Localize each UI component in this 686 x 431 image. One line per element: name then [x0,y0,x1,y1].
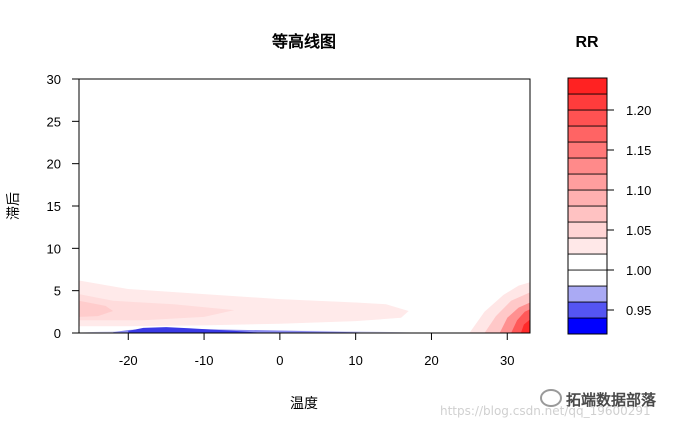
x-tick-label: 10 [348,353,362,368]
x-tick-label: 20 [424,353,438,368]
legend-tick-label: 1.10 [626,183,651,198]
legend-color-band [567,125,608,143]
legend-tick-label: 0.95 [626,303,651,318]
legend-color-band [567,157,608,175]
legend-border [567,77,608,335]
y-tick-label: 30 [47,72,61,87]
legend-color-band [567,77,608,95]
legend-color-band [567,109,608,127]
y-tick-label: 15 [47,199,61,214]
contour-region-heat-high-rr-10 [520,319,530,333]
legend-color-band [567,93,608,111]
contour-region-cold-high-rr-5 [79,300,114,317]
legend-color-band [567,317,608,335]
legend-color-band [567,173,608,191]
watermark-brand: 拓端数据部落 [540,389,656,410]
x-axis: -20 -10 0 10 20 30 [119,332,514,368]
legend-tick-label: 1.15 [626,143,651,158]
contour-fill-layer [79,280,530,333]
legend-tick-label: 1.00 [626,263,651,278]
legend-tick-label: 1.20 [626,103,651,118]
x-tick-label: 30 [500,353,514,368]
legend-color-band [567,205,608,223]
x-axis-label: 温度 [290,395,318,411]
x-tick-label: 0 [276,353,283,368]
watermark-brand-text: 拓端数据部落 [566,391,657,409]
y-tick-label: 5 [54,284,61,299]
legend-color-band [567,253,608,271]
legend-title: RR [575,34,599,51]
chart-title: 等高线图 [271,32,336,51]
legend-tick-label: 1.05 [626,223,651,238]
contour-region-cold-low-rr-2 [128,327,265,333]
legend-color-band [567,141,608,159]
legend-color-band [567,221,608,239]
y-axis-label: 滞后 [5,192,21,220]
color-legend: 0.95 1.00 1.05 1.10 1.15 1.20 [567,77,651,335]
y-tick-label: 20 [47,157,61,172]
y-axis: 0 5 10 15 20 25 30 [47,72,80,341]
y-tick-label: 10 [47,241,61,256]
y-tick-label: 0 [54,326,61,341]
contour-region-cold-high-rr-4 [79,294,235,321]
y-tick-label: 25 [47,114,61,129]
wechat-icon [540,389,562,407]
legend-color-band [567,269,608,287]
x-tick-label: -20 [119,353,138,368]
x-tick-label: -10 [195,353,214,368]
legend-color-band [567,285,608,303]
legend-color-band [567,301,608,319]
legend-color-band [567,237,608,255]
watermark-url: https://blog.csdn.net/qq_19600291 [440,404,651,418]
legend-color-band [567,189,608,207]
